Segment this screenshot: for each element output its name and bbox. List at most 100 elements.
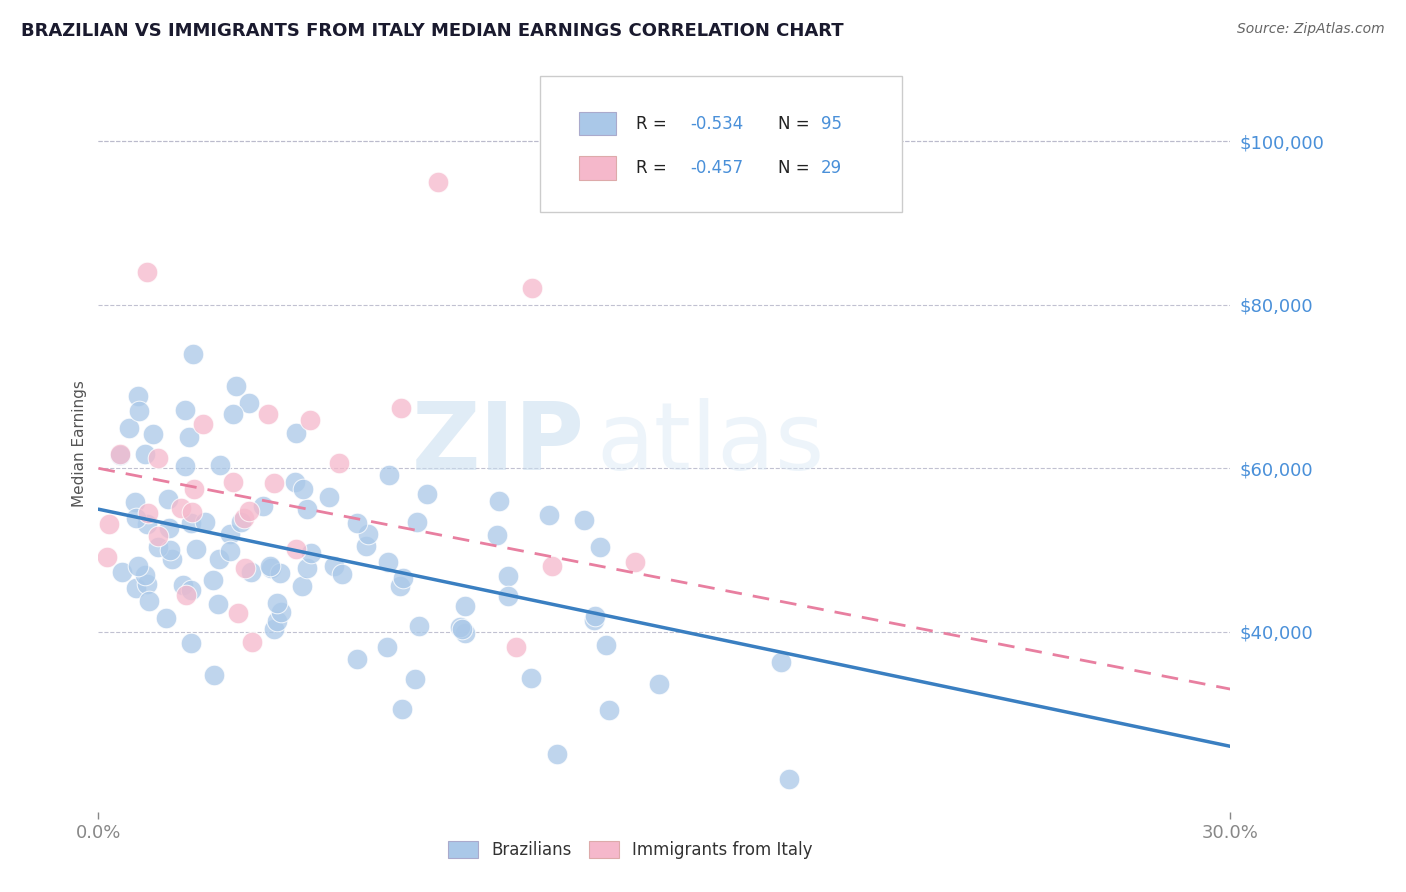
Point — [118, 421, 141, 435]
Point — [537, 508, 560, 522]
Point — [128, 404, 150, 418]
Point — [778, 772, 800, 786]
Point — [354, 539, 377, 553]
Point — [134, 568, 156, 582]
Point — [235, 561, 257, 575]
Point — [284, 475, 307, 489]
Point — [377, 555, 399, 569]
Text: N =: N = — [778, 159, 814, 177]
Point — [127, 389, 149, 403]
Point — [299, 412, 322, 426]
Point — [454, 626, 477, 640]
Point — [330, 567, 353, 582]
Point — [404, 672, 426, 686]
Point — [219, 544, 242, 558]
Point — [202, 668, 225, 682]
Point — [323, 558, 346, 573]
Point — [291, 579, 314, 593]
Point — [488, 494, 510, 508]
Point — [135, 517, 157, 532]
Point — [505, 640, 527, 654]
Text: R =: R = — [636, 159, 672, 177]
Point — [155, 611, 177, 625]
Point — [623, 555, 645, 569]
Point — [111, 565, 134, 579]
Point — [240, 565, 263, 579]
Point — [183, 483, 205, 497]
Point — [408, 619, 430, 633]
Point — [96, 550, 118, 565]
Point — [209, 458, 232, 473]
Point — [375, 640, 398, 654]
Point — [125, 581, 148, 595]
Point — [391, 571, 413, 585]
Point — [270, 605, 292, 619]
Text: atlas: atlas — [596, 398, 825, 490]
Point — [284, 541, 307, 556]
Point — [159, 543, 181, 558]
FancyBboxPatch shape — [579, 156, 616, 179]
Point — [229, 516, 252, 530]
Point — [256, 407, 278, 421]
Point — [582, 613, 605, 627]
Text: Source: ZipAtlas.com: Source: ZipAtlas.com — [1237, 22, 1385, 37]
Point — [263, 622, 285, 636]
Point — [595, 638, 617, 652]
Point — [238, 396, 260, 410]
Point — [266, 596, 288, 610]
Point — [583, 609, 606, 624]
Point — [194, 515, 217, 529]
Point — [110, 447, 132, 461]
Point — [285, 426, 308, 441]
Point — [252, 499, 274, 513]
Point — [295, 561, 318, 575]
Point — [259, 558, 281, 573]
Point — [125, 511, 148, 525]
Point — [292, 482, 315, 496]
Point — [269, 566, 291, 580]
Point — [181, 505, 204, 519]
Point — [770, 655, 793, 669]
Point — [135, 265, 157, 279]
Point — [648, 676, 671, 690]
Point — [238, 504, 260, 518]
Point — [318, 491, 340, 505]
Text: N =: N = — [778, 115, 814, 133]
Point — [451, 623, 474, 637]
Point — [486, 527, 509, 541]
Point — [498, 589, 520, 603]
Point — [180, 636, 202, 650]
Point — [598, 703, 620, 717]
Point — [266, 614, 288, 628]
Point — [496, 569, 519, 583]
Point — [177, 429, 200, 443]
Point — [346, 652, 368, 666]
Point — [388, 579, 411, 593]
Point — [219, 526, 242, 541]
Point — [136, 577, 159, 591]
Point — [222, 408, 245, 422]
Point — [162, 552, 184, 566]
Point — [127, 559, 149, 574]
Point — [134, 447, 156, 461]
Point — [180, 582, 202, 597]
Point — [346, 516, 368, 530]
Text: R =: R = — [636, 115, 672, 133]
Point — [406, 515, 429, 529]
Point — [427, 175, 450, 189]
Point — [193, 417, 215, 431]
Text: 29: 29 — [821, 159, 842, 177]
Point — [222, 475, 245, 489]
Point — [156, 491, 179, 506]
Point — [540, 559, 562, 574]
Point — [174, 402, 197, 417]
Point — [186, 541, 208, 556]
Point — [202, 574, 225, 588]
Point — [522, 281, 544, 295]
Point — [172, 578, 194, 592]
Point — [328, 456, 350, 470]
Point — [108, 448, 131, 462]
Point — [232, 511, 254, 525]
Point — [170, 500, 193, 515]
Point — [208, 552, 231, 566]
